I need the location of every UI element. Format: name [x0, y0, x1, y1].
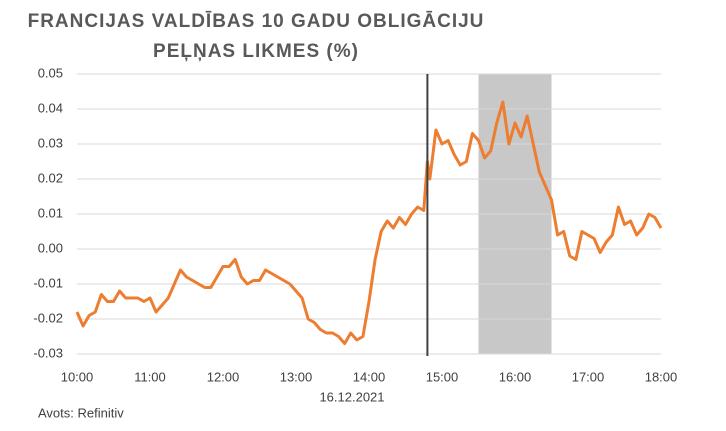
y-tick-label: 0.00	[38, 240, 63, 255]
y-tick-label: -0.02	[33, 310, 63, 325]
y-tick-label: 0.02	[38, 170, 63, 185]
x-tick-label: 13:00	[280, 369, 313, 384]
x-axis-label: 16.12.2021	[319, 389, 384, 404]
y-tick-label: 0.05	[38, 65, 63, 80]
y-tick-label: 0.04	[38, 100, 63, 115]
chart-title: PEĻŅAS LIKMES (%)	[153, 41, 359, 62]
y-tick-label: -0.01	[33, 275, 63, 290]
chart-title: FRANCIJAS VALDĪBAS 10 GADU OBLIGĀCIJU	[28, 11, 485, 32]
data-line	[75, 100, 663, 345]
x-tick-label: 10:00	[61, 369, 94, 384]
x-tick-label: 12:00	[207, 369, 240, 384]
y-tick-label: 0.01	[38, 205, 63, 220]
x-tick-label: 11:00	[134, 369, 166, 384]
y-tick-label: -0.03	[33, 345, 63, 360]
x-tick-label: 14:00	[353, 369, 386, 384]
x-tick-label: 17:00	[572, 369, 605, 384]
y-tick-label: 0.03	[38, 135, 63, 150]
x-tick-label: 15:00	[426, 369, 459, 384]
source-note: Avots: Refinitiv	[38, 405, 124, 420]
x-tick-label: 18:00	[645, 369, 678, 384]
x-tick-label: 16:00	[499, 369, 532, 384]
